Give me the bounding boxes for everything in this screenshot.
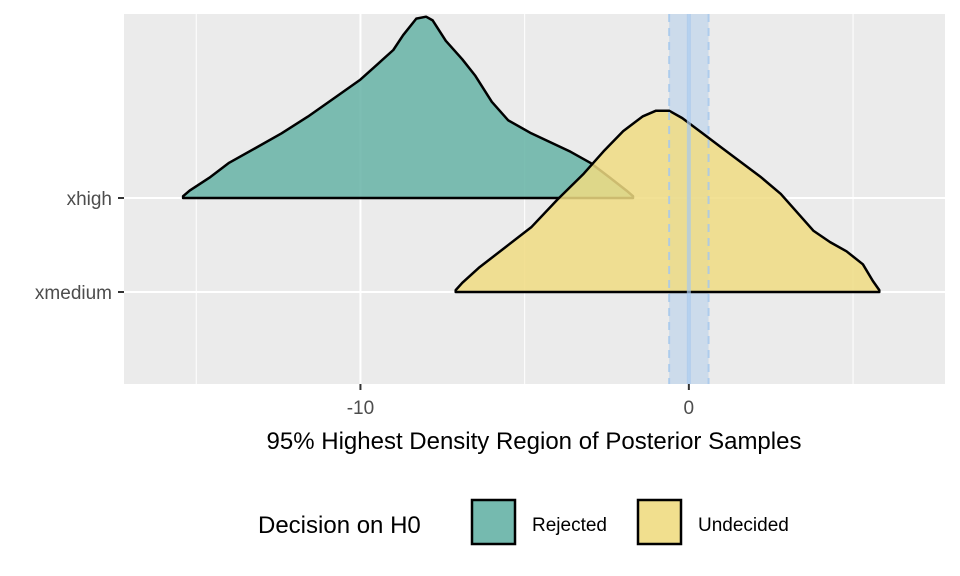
rope-lines — [668, 14, 710, 384]
legend: Decision on H0 Rejected Undecided — [258, 498, 789, 546]
legend-label-rejected: Rejected — [532, 515, 607, 536]
y-tick-label: xhigh — [67, 189, 112, 210]
x-tick-label: -10 — [347, 398, 374, 419]
y-axis: xmedium xhigh — [35, 189, 124, 304]
legend-key-undecided — [636, 498, 683, 546]
x-axis: -10 0 — [347, 384, 694, 419]
x-tick-label: 0 — [684, 398, 695, 419]
y-tick-label: xmedium — [35, 283, 112, 304]
legend-label-undecided: Undecided — [698, 515, 789, 536]
x-axis-title: 95% Highest Density Region of Posterior … — [267, 428, 802, 455]
legend-title: Decision on H0 — [258, 512, 421, 539]
density-ridge-xmedium — [454, 109, 881, 294]
legend-key-rejected — [470, 498, 517, 546]
density-ridges — [181, 15, 881, 294]
